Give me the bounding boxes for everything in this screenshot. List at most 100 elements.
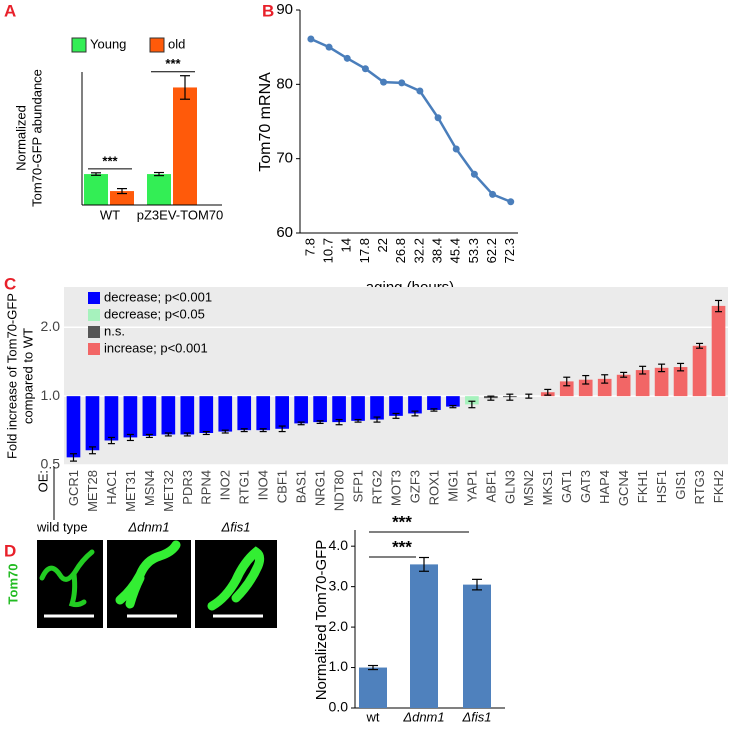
legend-label: decrease; p<0.05: [104, 306, 205, 321]
bar: [559, 381, 574, 397]
bar: [692, 345, 707, 397]
x-tick-label: GZF3: [407, 470, 422, 503]
legend-label: old: [168, 36, 185, 51]
x-tick-label: YAP1: [464, 470, 479, 502]
x-tick-label: CBF1: [275, 470, 290, 503]
x-tick-label: GAT1: [559, 470, 574, 503]
bar: [237, 396, 252, 431]
bar: [147, 174, 171, 205]
x-tick-label: NDT80: [332, 470, 347, 511]
legend-label: increase; p<0.001: [104, 340, 208, 355]
mitochondria: [115, 540, 181, 609]
y-axis-label: Fold increase of Tom70-GFP: [4, 293, 19, 459]
x-tick-label: 22: [375, 238, 390, 252]
significance-label: ***: [102, 153, 118, 168]
bar: [635, 370, 650, 397]
x-tick-label: pZ3EV-TOM70: [137, 207, 223, 222]
y-tick-label: 4.0: [329, 537, 349, 553]
legend-label: Young: [90, 36, 126, 51]
x-tick-label: FKH1: [635, 470, 650, 503]
x-tick-label: 72.3: [502, 238, 517, 263]
x-tick-label: INO2: [218, 470, 233, 500]
bar: [410, 564, 438, 708]
panel-label: D: [4, 541, 16, 560]
significance-label: ***: [392, 512, 412, 531]
bar: [85, 396, 100, 451]
y-axis-label: compared to WT: [20, 328, 35, 424]
legend-swatch: [88, 292, 100, 304]
x-tick-label: MSN2: [521, 470, 536, 506]
y-tick-label: 80: [276, 75, 293, 92]
x-tick-label: 7.8: [302, 238, 317, 256]
x-tick-label: RTG2: [369, 470, 384, 504]
x-tick-label: MIG1: [445, 470, 460, 502]
image-label: wild type: [36, 519, 88, 534]
x-tick-label: RTG1: [237, 470, 252, 504]
point: [361, 65, 369, 73]
x-tick-label: GCN4: [616, 470, 631, 506]
panel-label: A: [4, 1, 16, 20]
bar: [294, 396, 308, 424]
mitochondria: [207, 546, 265, 611]
bar: [408, 396, 422, 414]
bar: [161, 396, 176, 435]
bar: [275, 396, 290, 429]
x-tick-label: ABF1: [483, 470, 498, 503]
point: [416, 87, 424, 95]
line: [310, 37, 512, 203]
x-tick-label: 17.8: [357, 238, 372, 263]
y-tick-label: 3.0: [329, 577, 349, 593]
bar: [711, 305, 726, 397]
x-tick-label: MSN4: [142, 470, 157, 506]
bar: [463, 584, 491, 708]
x-tick-label: 53.3: [466, 238, 481, 263]
x-tick-label: MET31: [123, 470, 138, 512]
point: [307, 35, 315, 43]
x-tick-label: FKH2: [711, 470, 726, 503]
x-tick-label: wt: [366, 709, 380, 724]
panel-label: C: [4, 274, 16, 293]
bar: [66, 396, 81, 458]
significance-label: ***: [392, 537, 412, 556]
y-tick-label: 2.0: [41, 318, 61, 334]
bar: [173, 87, 197, 205]
x-tick-label: RTG3: [692, 470, 707, 504]
bar: [218, 396, 233, 432]
legend-swatch: [88, 326, 100, 338]
point: [434, 114, 442, 122]
mitochondria: [39, 549, 95, 608]
micrographs: wild type Δdnm1 Δfis1 Tom70: [5, 519, 277, 628]
bar: [142, 396, 157, 436]
x-tick-label: 32.2: [411, 238, 426, 263]
image-row-label: Tom70: [5, 564, 20, 605]
bar: [351, 396, 365, 421]
x-tick-label: MET32: [161, 470, 176, 512]
x-tick-label: NRG1: [313, 470, 328, 506]
x-tick-label: SFP1: [350, 470, 365, 503]
bar: [180, 396, 195, 435]
significance-label: ***: [165, 56, 181, 71]
x-tick-label: HAP4: [597, 470, 612, 504]
x-tick-label: INO4: [256, 470, 271, 500]
x-tick-label: MET28: [85, 470, 100, 512]
x-tick-label: 26.8: [393, 238, 408, 263]
legend-swatch: [88, 343, 100, 355]
y-tick-label: 70: [276, 150, 293, 167]
x-tick-label: 62.2: [484, 238, 499, 263]
legend-swatch: [149, 37, 165, 53]
panel-label: B: [262, 1, 274, 20]
bar: [446, 396, 460, 407]
x-tick-label: MKS1: [540, 470, 555, 505]
y-tick-label: 2.0: [329, 618, 349, 634]
micrograph: [107, 540, 191, 628]
x-tick-label: Δdnm1: [402, 709, 444, 724]
y-tick-label: 90: [276, 1, 293, 18]
point: [343, 54, 351, 62]
bar: [199, 396, 214, 434]
point: [325, 43, 333, 51]
point: [489, 190, 497, 198]
point: [470, 170, 478, 178]
point: [398, 79, 406, 87]
bar: [389, 396, 403, 416]
point: [507, 198, 515, 206]
